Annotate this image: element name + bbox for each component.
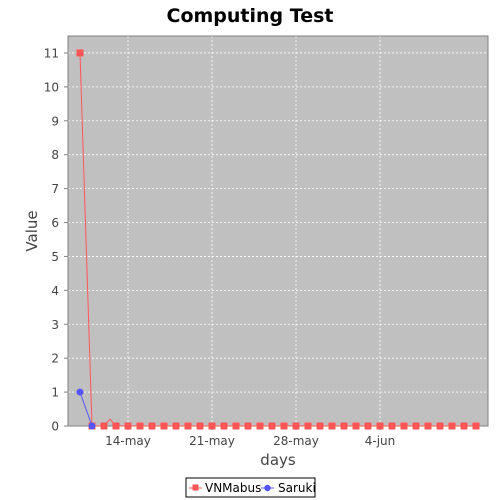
data-point-saruki xyxy=(88,422,96,430)
y-tick-label: 7 xyxy=(51,182,59,196)
y-tick-label: 3 xyxy=(51,318,59,332)
data-point-vnmabus xyxy=(76,49,84,57)
series xyxy=(76,49,480,430)
y-tick-label: 0 xyxy=(51,420,59,434)
data-point-vnmabus xyxy=(184,422,192,430)
data-point-vnmabus xyxy=(352,422,360,430)
data-point-saruki xyxy=(76,388,84,396)
y-tick-label: 2 xyxy=(51,352,59,366)
data-point-vnmabus xyxy=(304,422,312,430)
legend-box xyxy=(185,477,316,498)
data-point-vnmabus xyxy=(388,422,396,430)
data-point-vnmabus xyxy=(244,422,252,430)
data-point-vnmabus xyxy=(340,422,348,430)
legend-marker-vnmabus xyxy=(192,484,199,491)
data-point-vnmabus xyxy=(196,422,204,430)
y-tick-label: 1 xyxy=(51,386,59,400)
data-point-vnmabus xyxy=(172,422,180,430)
plot-area xyxy=(68,36,488,426)
y-axis-title: Value xyxy=(23,210,41,251)
data-point-vnmabus xyxy=(436,422,444,430)
data-point-vnmabus xyxy=(208,422,216,430)
x-tick-label: 14-may xyxy=(105,434,151,448)
y-tick-label: 11 xyxy=(44,46,59,60)
legend-label-vnmabus: VNMabus xyxy=(205,481,261,495)
data-point-vnmabus xyxy=(220,422,228,430)
data-point-vnmabus xyxy=(376,422,384,430)
data-point-vnmabus xyxy=(400,422,408,430)
legend: VNMabus Saruki xyxy=(185,477,316,498)
grid xyxy=(68,36,488,426)
y-tick-label: 4 xyxy=(51,284,59,298)
data-point-vnmabus xyxy=(268,422,276,430)
x-tick-label: 4-jun xyxy=(365,434,396,448)
data-point-vnmabus xyxy=(160,422,168,430)
ticks: 0 1 2 3 4 5 6 7 8 9 10 11 14-may 21-may 28-may 4-jun xyxy=(44,46,396,448)
chart-title: Computing Test xyxy=(167,5,334,27)
y-tick-label: 6 xyxy=(51,216,59,230)
x-tick-label: 28-may xyxy=(273,434,319,448)
data-point-vnmabus xyxy=(256,422,264,430)
data-point-vnmabus xyxy=(136,422,144,430)
data-point-vnmabus xyxy=(124,422,132,430)
legend-label-saruki: Saruki xyxy=(278,481,316,495)
data-point-vnmabus xyxy=(364,422,372,430)
data-point-vnmabus xyxy=(460,422,468,430)
data-point-vnmabus xyxy=(448,422,456,430)
y-tick-label: 8 xyxy=(51,148,59,162)
y-tick-label: 10 xyxy=(44,80,59,94)
data-point-vnmabus xyxy=(328,422,336,430)
data-point-vnmabus xyxy=(232,422,240,430)
data-point-vnmabus xyxy=(316,422,324,430)
y-tick-label: 9 xyxy=(51,114,59,128)
data-point-vnmabus xyxy=(472,422,480,430)
y-tick-label: 5 xyxy=(51,250,59,264)
x-tick-label: 21-may xyxy=(189,434,235,448)
x-axis-title: days xyxy=(260,451,296,469)
data-point-vnmabus xyxy=(412,422,420,430)
data-point-vnmabus xyxy=(100,422,108,430)
data-point-vnmabus xyxy=(280,422,288,430)
data-point-vnmabus xyxy=(112,422,120,430)
data-point-vnmabus xyxy=(424,422,432,430)
legend-marker-saruki xyxy=(264,484,271,492)
series-line-saruki xyxy=(79,391,93,427)
data-point-vnmabus xyxy=(292,422,300,430)
data-point-vnmabus xyxy=(148,422,156,430)
